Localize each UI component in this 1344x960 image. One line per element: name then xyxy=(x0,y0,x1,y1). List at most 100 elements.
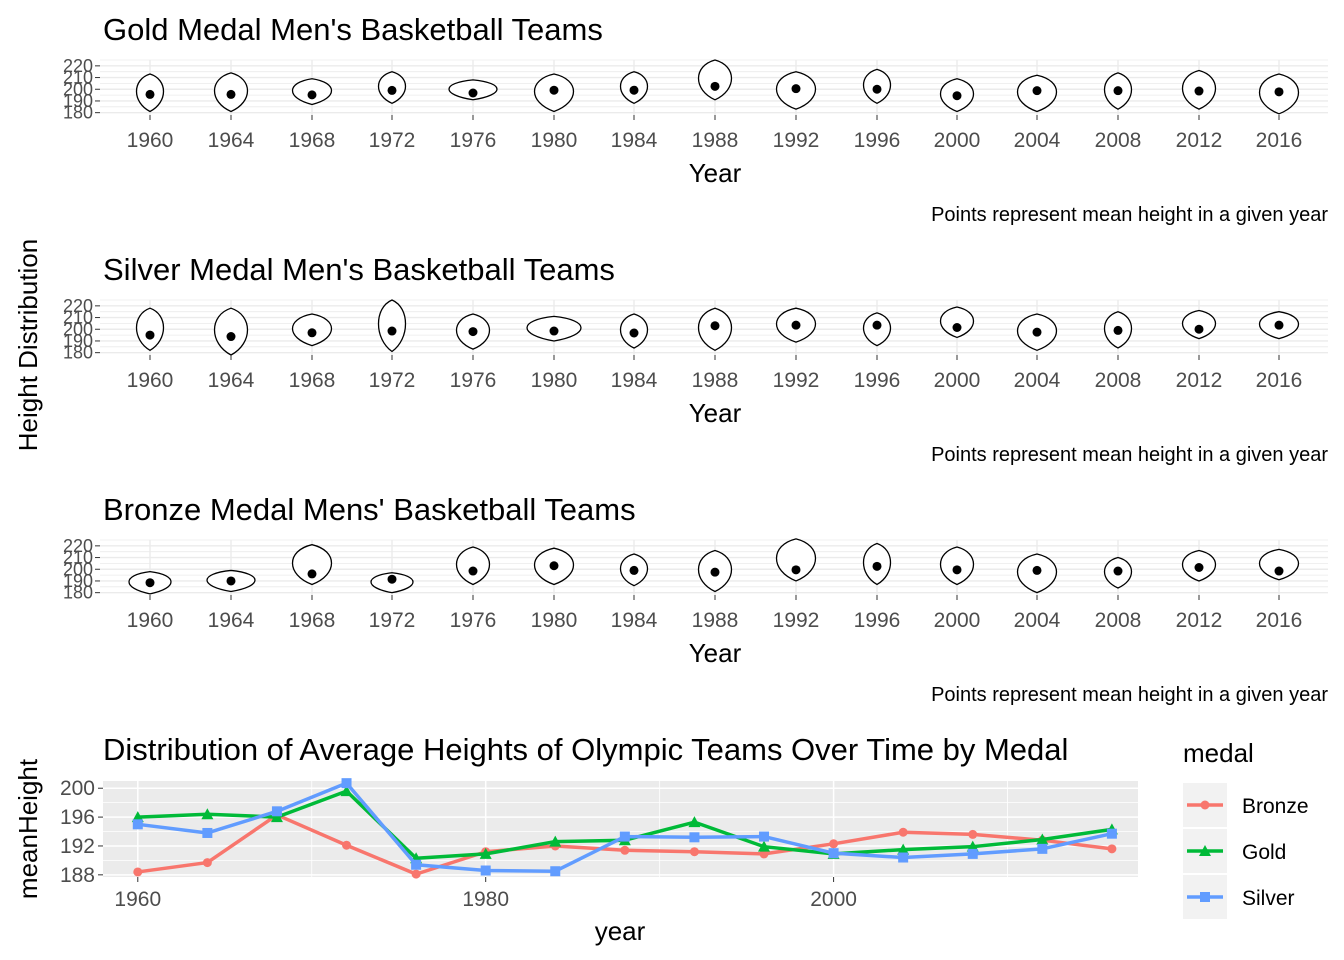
gold-panel-title: Gold Medal Men's Basketball Teams xyxy=(103,12,603,47)
mean-point-1980 xyxy=(549,85,559,95)
line-x-axis-label: year xyxy=(595,916,646,946)
x-tick-label-1964: 1964 xyxy=(208,129,255,152)
point-silver-1984 xyxy=(550,866,561,877)
x-tick-label-1960: 1960 xyxy=(127,609,174,632)
point-silver-2008 xyxy=(967,848,978,859)
mean-point-1996 xyxy=(872,320,882,330)
x-tick-label-1984: 1984 xyxy=(611,369,658,392)
mean-height-line-panel: Distribution of Average Heights of Olymp… xyxy=(13,732,1309,946)
y-tick-label: 180 xyxy=(63,103,93,123)
x-tick-label-1976: 1976 xyxy=(450,369,497,392)
x-tick-label-2008: 2008 xyxy=(1095,129,1142,152)
legend-label-gold: Gold xyxy=(1242,841,1286,864)
x-tick-label-1964: 1964 xyxy=(208,369,255,392)
y-tick-label: 188 xyxy=(60,864,95,887)
mean-point-1972 xyxy=(387,85,397,95)
mean-point-2004 xyxy=(1032,86,1042,96)
y-tick-label: 220 xyxy=(63,56,93,76)
mean-point-1972 xyxy=(387,574,397,584)
x-tick-label-1988: 1988 xyxy=(692,129,739,152)
point-silver-1992 xyxy=(689,832,700,843)
x-tick-label-1984: 1984 xyxy=(611,129,658,152)
line-y-axis-label: meanHeight xyxy=(13,758,43,899)
x-tick-label-1976: 1976 xyxy=(450,129,497,152)
point-gold-2004 xyxy=(897,843,910,855)
point-bronze-2016 xyxy=(1107,844,1117,854)
mean-point-1992 xyxy=(791,565,801,575)
mean-point-1988 xyxy=(710,567,720,577)
point-silver-1988 xyxy=(619,831,630,842)
mean-point-2000 xyxy=(952,91,962,101)
mean-point-1976 xyxy=(468,566,478,576)
mean-point-1984 xyxy=(629,328,639,338)
y-tick-label: 210 xyxy=(63,308,93,328)
mean-point-2008 xyxy=(1113,86,1123,96)
violin-1968 xyxy=(292,544,332,586)
mean-point-1976 xyxy=(468,88,478,98)
x-tick-label-1980: 1980 xyxy=(531,609,578,632)
y-tick-label: 180 xyxy=(63,343,93,363)
point-silver-1996 xyxy=(759,831,770,842)
x-tick-label-1972: 1972 xyxy=(369,369,416,392)
legend-title: medal xyxy=(1183,738,1254,768)
mean-point-2004 xyxy=(1032,327,1042,337)
mean-point-1972 xyxy=(387,326,397,336)
point-silver-2004 xyxy=(898,852,909,863)
x-tick-label: 1980 xyxy=(462,888,509,911)
point-bronze-2008 xyxy=(968,829,978,839)
mean-point-2012 xyxy=(1194,324,1204,334)
mean-point-1976 xyxy=(468,327,478,337)
violin-2016 xyxy=(1259,548,1299,581)
mean-point-1988 xyxy=(710,321,720,331)
mean-point-2000 xyxy=(952,565,962,575)
violin-1976 xyxy=(456,546,490,586)
point-silver-1964 xyxy=(202,827,213,838)
x-tick-label-1980: 1980 xyxy=(531,369,578,392)
point-gold-1964 xyxy=(201,808,214,820)
x-tick-label-1972: 1972 xyxy=(369,609,416,632)
bronze-violin-panel: Bronze Medal Mens' Basketball Teams 1801… xyxy=(63,492,1328,706)
point-bronze-1972 xyxy=(342,840,352,850)
x-tick-label-1984: 1984 xyxy=(611,609,658,632)
y-tick-label: 196 xyxy=(60,806,95,829)
y-tick-label: 210 xyxy=(63,548,93,568)
y-tick-label: 200 xyxy=(63,79,93,99)
y-tick-label: 220 xyxy=(63,296,93,316)
mean-point-2012 xyxy=(1194,86,1204,96)
x-tick-label-1996: 1996 xyxy=(854,609,901,632)
mean-point-1960 xyxy=(145,330,155,340)
bronze-caption: Points represent mean height in a given … xyxy=(931,684,1328,706)
mean-point-1964 xyxy=(226,332,236,342)
point-gold-1980 xyxy=(479,847,492,859)
legend-label-silver: Silver xyxy=(1242,887,1295,910)
plot-background xyxy=(103,781,1138,877)
x-tick-label-1988: 1988 xyxy=(692,369,739,392)
point-gold-1968 xyxy=(270,811,283,823)
x-tick-label-1996: 1996 xyxy=(854,129,901,152)
silver-x-axis-label: Year xyxy=(689,398,742,428)
legend-key-marker-bronze xyxy=(1200,800,1210,810)
point-bronze-1960 xyxy=(133,867,143,877)
point-gold-2012 xyxy=(1036,833,1049,845)
point-silver-2016 xyxy=(1106,828,1117,839)
x-tick-label-1968: 1968 xyxy=(289,369,336,392)
x-tick-label-2004: 2004 xyxy=(1014,609,1061,632)
x-tick-label-1976: 1976 xyxy=(450,609,497,632)
x-tick-label: 1960 xyxy=(114,888,161,911)
y-tick-label: 190 xyxy=(63,571,93,591)
gold-caption: Points represent mean height in a given … xyxy=(931,204,1328,226)
y-tick-label: 190 xyxy=(63,91,93,111)
mean-point-1996 xyxy=(872,561,882,571)
point-bronze-2000 xyxy=(829,839,839,849)
x-tick-label-1964: 1964 xyxy=(208,609,255,632)
mean-point-2000 xyxy=(952,323,962,332)
violin-1960 xyxy=(136,307,164,352)
gold-violin-panel: Gold Medal Men's Basketball Teams 180190… xyxy=(63,12,1328,226)
mean-point-2016 xyxy=(1274,566,1284,576)
point-gold-1972 xyxy=(340,785,353,797)
point-silver-2012 xyxy=(1037,843,1048,854)
